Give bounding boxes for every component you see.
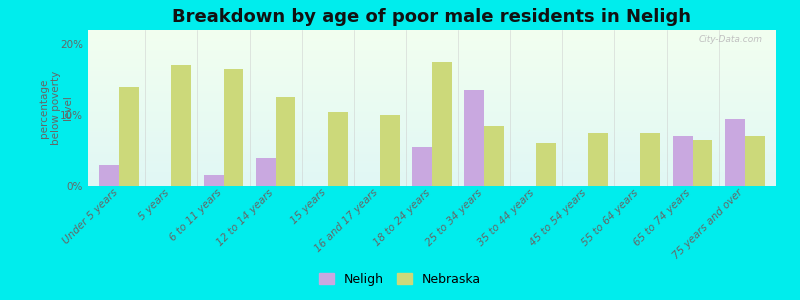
Bar [536, 143, 556, 186]
Bar [276, 98, 295, 186]
Bar [464, 90, 484, 186]
Bar [204, 176, 223, 186]
Bar [641, 133, 660, 186]
Bar [256, 158, 276, 186]
Bar [119, 87, 139, 186]
Bar [588, 133, 608, 186]
Legend: Neligh, Nebraska: Neligh, Nebraska [314, 268, 486, 291]
Bar [673, 136, 693, 186]
Title: Breakdown by age of poor male residents in Neligh: Breakdown by age of poor male residents … [173, 8, 691, 26]
Bar [693, 140, 713, 186]
Bar [484, 126, 504, 186]
Text: City-Data.com: City-Data.com [698, 35, 762, 44]
Bar [99, 165, 119, 186]
Bar [328, 112, 347, 186]
Y-axis label: percentage
below poverty
level: percentage below poverty level [39, 71, 73, 145]
Bar [745, 136, 765, 186]
Bar [725, 118, 745, 186]
Bar [380, 115, 400, 186]
Bar [171, 65, 191, 186]
Bar [412, 147, 432, 186]
Bar [223, 69, 243, 186]
Bar [432, 62, 452, 186]
